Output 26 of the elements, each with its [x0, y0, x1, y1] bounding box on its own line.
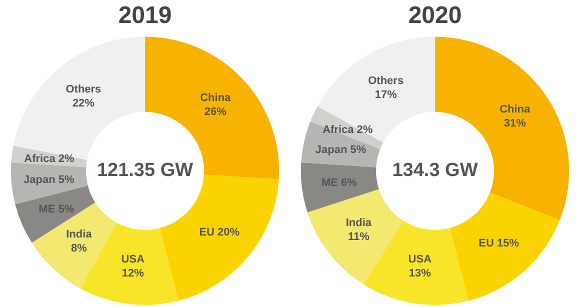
slice-label: EU 15%: [478, 237, 520, 250]
data-label: 31%: [504, 118, 526, 130]
slice-label: Others: [368, 74, 404, 87]
data-label: 17%: [374, 88, 398, 101]
slice-label: China: [500, 104, 532, 116]
slice-label: Others: [66, 84, 102, 96]
slice-label: Japan 5%: [24, 174, 74, 186]
slice-label: India: [346, 217, 372, 230]
text: 121.35 GW: [96, 160, 194, 182]
chart-title: 2020: [408, 2, 462, 30]
slice-label: India: [66, 228, 93, 240]
data-label: 26%: [204, 106, 227, 118]
chart-title: 2019: [118, 2, 172, 30]
slice-label: EU 20%: [199, 226, 240, 238]
data-label: 22%: [72, 98, 95, 110]
data-label: 8%: [70, 242, 88, 254]
slice-label: Africa 2%: [24, 152, 74, 165]
text: 134.3 GW: [392, 160, 478, 182]
data-label: 12%: [122, 268, 144, 280]
slice-label: Japan 5%: [315, 144, 366, 156]
slice-label: Africa 2%: [322, 124, 373, 136]
slice-label: USA: [408, 253, 432, 266]
data-label: 11%: [348, 231, 370, 244]
data-label: 13%: [408, 267, 432, 280]
slice-label: China: [200, 92, 232, 104]
slice-label: USA: [121, 254, 145, 266]
